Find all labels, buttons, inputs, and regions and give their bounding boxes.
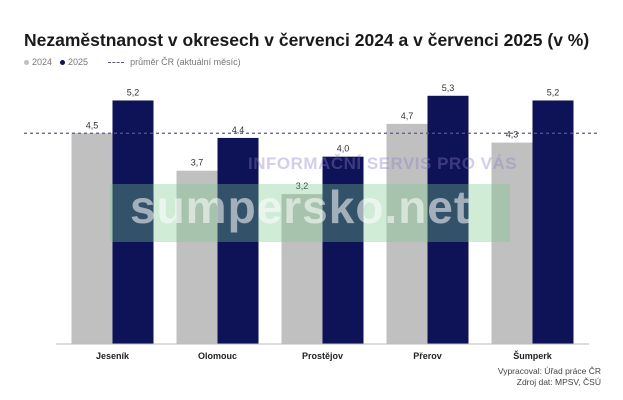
category-label-2: Prostějov [302,351,343,361]
bar-2025-1 [217,137,259,344]
bar-2024-1 [176,170,218,344]
category-label-1: Olomouc [198,351,237,361]
data-label-2025-2: 4,0 [337,144,350,154]
bar-2024-0 [71,133,113,344]
data-label-2024-4: 4,3 [506,130,519,140]
category-label-0: Jeseník [96,351,130,361]
legend-swatch-2025 [60,59,66,65]
data-label-2024-1: 3,7 [191,158,204,168]
credits-source: Zdroj dat: MPSV, ČSÚ [516,377,601,387]
legend-dash-average [108,61,125,63]
category-label-3: Přerov [413,351,442,361]
data-label-2024-3: 4,7 [401,111,414,121]
bar-2025-4 [532,100,574,344]
bar-2024-4 [491,142,533,344]
legend-label-2025: 2025 [68,57,89,67]
data-label-2025-0: 5,2 [127,87,140,97]
credits-author: Vypracoval: Úřad práce ČR [497,366,601,376]
category-label-4: Šumperk [513,350,553,361]
bar-2024-3 [386,123,428,344]
legend-item-average: průměr ČR (aktuální měsíc) [96,57,241,67]
chart-title: Nezaměstnanost v okresech v červenci 202… [24,30,590,50]
bar-2025-3 [427,95,469,345]
legend-item-2025: 2025 [60,57,88,67]
data-label-2025-1: 4,4 [232,125,245,135]
legend-item-2024: 2024 [24,57,52,67]
bar-2024-2 [281,194,323,344]
bar-2025-2 [322,156,364,344]
data-label-2025-4: 5,2 [547,87,560,97]
legend: 2024 2025 průměr ČR (aktuální měsíc) [24,57,241,67]
legend-label-average: průměr ČR (aktuální měsíc) [130,57,241,67]
data-label-2024-0: 4,5 [86,120,99,130]
data-label-2024-2: 3,2 [296,181,309,191]
data-label-2025-3: 5,3 [442,83,455,93]
credits: Vypracoval: Úřad práce ČR Zdroj dat: MPS… [498,366,601,388]
legend-swatch-2024 [24,59,29,65]
legend-label-2024: 2024 [32,57,53,67]
bar-2025-0 [112,100,154,344]
